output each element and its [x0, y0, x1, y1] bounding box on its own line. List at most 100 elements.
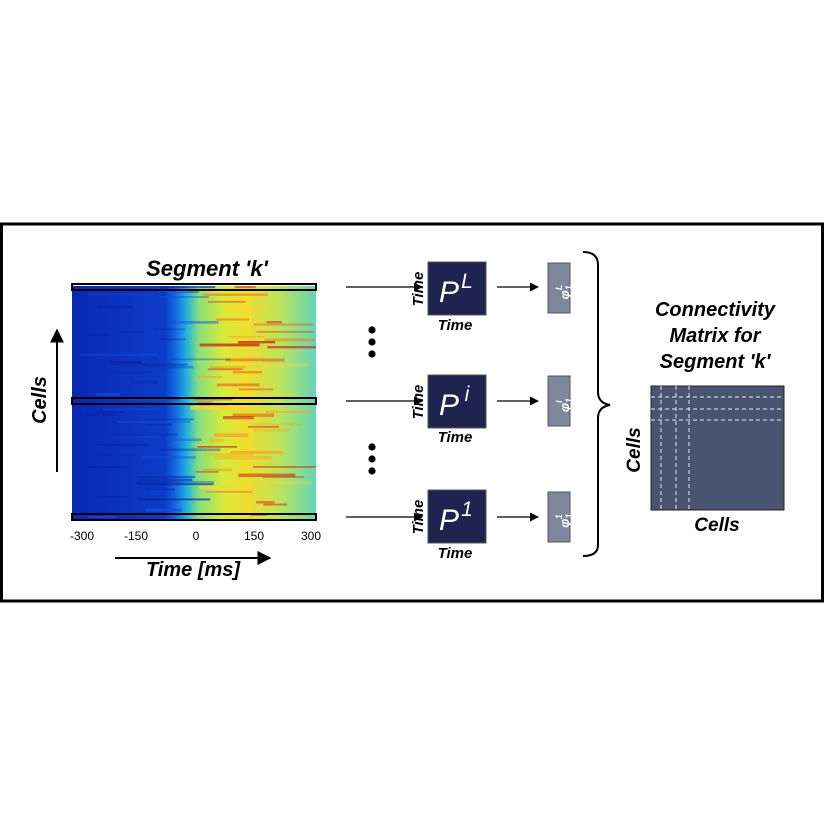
- x-tick-label: 0: [193, 529, 200, 543]
- heatmap-streak: [209, 438, 225, 443]
- p-matrix-time-x: Time: [438, 429, 473, 446]
- heatmap-streak: [167, 291, 199, 294]
- heatmap-streak: [232, 413, 275, 417]
- p-matrix-label: P: [439, 389, 459, 422]
- ellipsis-lower: [368, 443, 376, 475]
- phi-label: φ1L: [554, 285, 574, 300]
- heatmap: Segment 'k' Cells -300 -150 0 150 300 Ti…: [29, 256, 321, 581]
- heatmap-streak: [203, 293, 268, 296]
- phi-box: [547, 491, 571, 543]
- phi-subscript: 1: [564, 514, 574, 519]
- heatmap-streak: [142, 456, 196, 459]
- heatmap-streak: [110, 433, 178, 436]
- cells-axis-label: Cells: [29, 376, 51, 424]
- p-symbol: P: [439, 389, 459, 422]
- ellipsis-dot: [368, 467, 376, 475]
- heatmap-streak: [137, 498, 211, 501]
- ellipsis-dot: [368, 455, 376, 463]
- phi-symbol: φ: [557, 519, 572, 528]
- ellipsis-dot: [368, 338, 376, 346]
- phi-superscript: L: [554, 285, 564, 291]
- heatmap-streak: [207, 301, 246, 303]
- segment-bar-middle: [71, 397, 317, 405]
- heatmap-streak: [204, 291, 222, 295]
- phi-subscript: 1: [564, 398, 574, 403]
- p-symbol: P: [439, 276, 459, 309]
- heatmap-streak: [86, 413, 116, 416]
- phi-subscript: 1: [564, 285, 574, 290]
- heatmap-streak: [94, 443, 149, 446]
- heatmap-streak: [259, 481, 312, 485]
- heatmap-streak: [253, 323, 314, 326]
- heatmap-streak: [160, 448, 221, 452]
- heatmap-streak: [207, 368, 243, 371]
- heatmap-streak: [171, 321, 219, 324]
- heatmap-streak: [228, 336, 264, 338]
- heatmap-streak: [96, 411, 124, 413]
- heatmap-streak: [155, 328, 186, 331]
- p-matrix-time-y: Time: [410, 385, 427, 420]
- connectivity-xlabel: Cells: [694, 515, 739, 536]
- heatmap-streak: [262, 363, 308, 366]
- p-matrix-box: [427, 374, 487, 429]
- p-matrix-superscript: L: [461, 270, 473, 293]
- p-matrix-superscript: 1: [461, 498, 473, 521]
- heatmap-streak: [113, 363, 188, 366]
- heatmap-streak: [237, 498, 253, 501]
- heatmap-streak: [230, 451, 284, 454]
- heatmap-streak: [194, 398, 233, 401]
- heatmap-streak: [238, 473, 296, 478]
- heatmap-streak: [263, 503, 288, 506]
- heatmap-streak: [218, 378, 250, 381]
- heatmap-streak: [195, 471, 219, 473]
- heatmap-streak: [262, 476, 305, 479]
- heatmap-streak: [98, 306, 133, 309]
- heatmap-streak: [199, 486, 257, 490]
- phi-superscript: 1: [554, 514, 564, 519]
- segment-bar-top: [71, 283, 317, 291]
- heatmap-streak: [206, 491, 253, 493]
- p-symbol: P: [439, 504, 459, 537]
- heatmap-streak: [210, 366, 246, 369]
- p-matrix-box: [427, 489, 487, 544]
- heatmap-streak: [252, 466, 316, 468]
- heatmap-streak: [234, 286, 256, 289]
- heatmap-streak: [204, 453, 253, 456]
- curly-brace: [582, 251, 611, 557]
- connectivity-matrix: Connectivity Matrix for Segment 'k' Cell…: [624, 299, 785, 536]
- heatmap-streak: [101, 496, 129, 498]
- heatmap-streak: [256, 501, 275, 504]
- heatmap-streak: [225, 306, 265, 309]
- phi-symbol: φ: [557, 290, 572, 299]
- heatmap-streak: [87, 516, 117, 518]
- heatmap-streak: [199, 343, 260, 347]
- heatmap-stripes: [79, 286, 316, 518]
- heatmap-streak: [118, 421, 190, 423]
- heatmap-streak: [79, 353, 158, 356]
- heatmap-streak: [252, 428, 290, 432]
- x-tick-label: 300: [301, 529, 321, 543]
- heatmap-streak: [96, 393, 120, 396]
- heatmap-streak: [247, 426, 279, 428]
- p-matrix-time-x: Time: [438, 545, 473, 562]
- ellipsis-upper: [368, 326, 376, 358]
- heatmap-streak: [96, 453, 136, 457]
- heatmap-streak: [238, 388, 274, 391]
- heatmap-streak: [146, 366, 194, 369]
- heatmap-streak: [264, 338, 316, 342]
- heatmap-streak: [88, 333, 109, 336]
- heatmap-streak: [214, 433, 249, 437]
- heatmap-streak: [102, 408, 160, 411]
- heatmap-streak: [145, 508, 182, 512]
- heatmap-streak: [216, 383, 260, 387]
- heatmap-streak: [203, 468, 233, 472]
- heatmap-streak: [160, 296, 209, 298]
- connectivity-dashed-lines: [651, 386, 784, 510]
- x-tick-label: -150: [124, 529, 148, 543]
- heatmap-streak: [252, 423, 303, 426]
- heatmap-streak: [223, 416, 254, 420]
- heatmap-streak: [120, 331, 145, 334]
- connectivity-ylabel: Cells: [624, 427, 645, 472]
- connectivity-title-line: Segment 'k': [660, 351, 772, 373]
- p-matrix-time-y: Time: [410, 500, 427, 535]
